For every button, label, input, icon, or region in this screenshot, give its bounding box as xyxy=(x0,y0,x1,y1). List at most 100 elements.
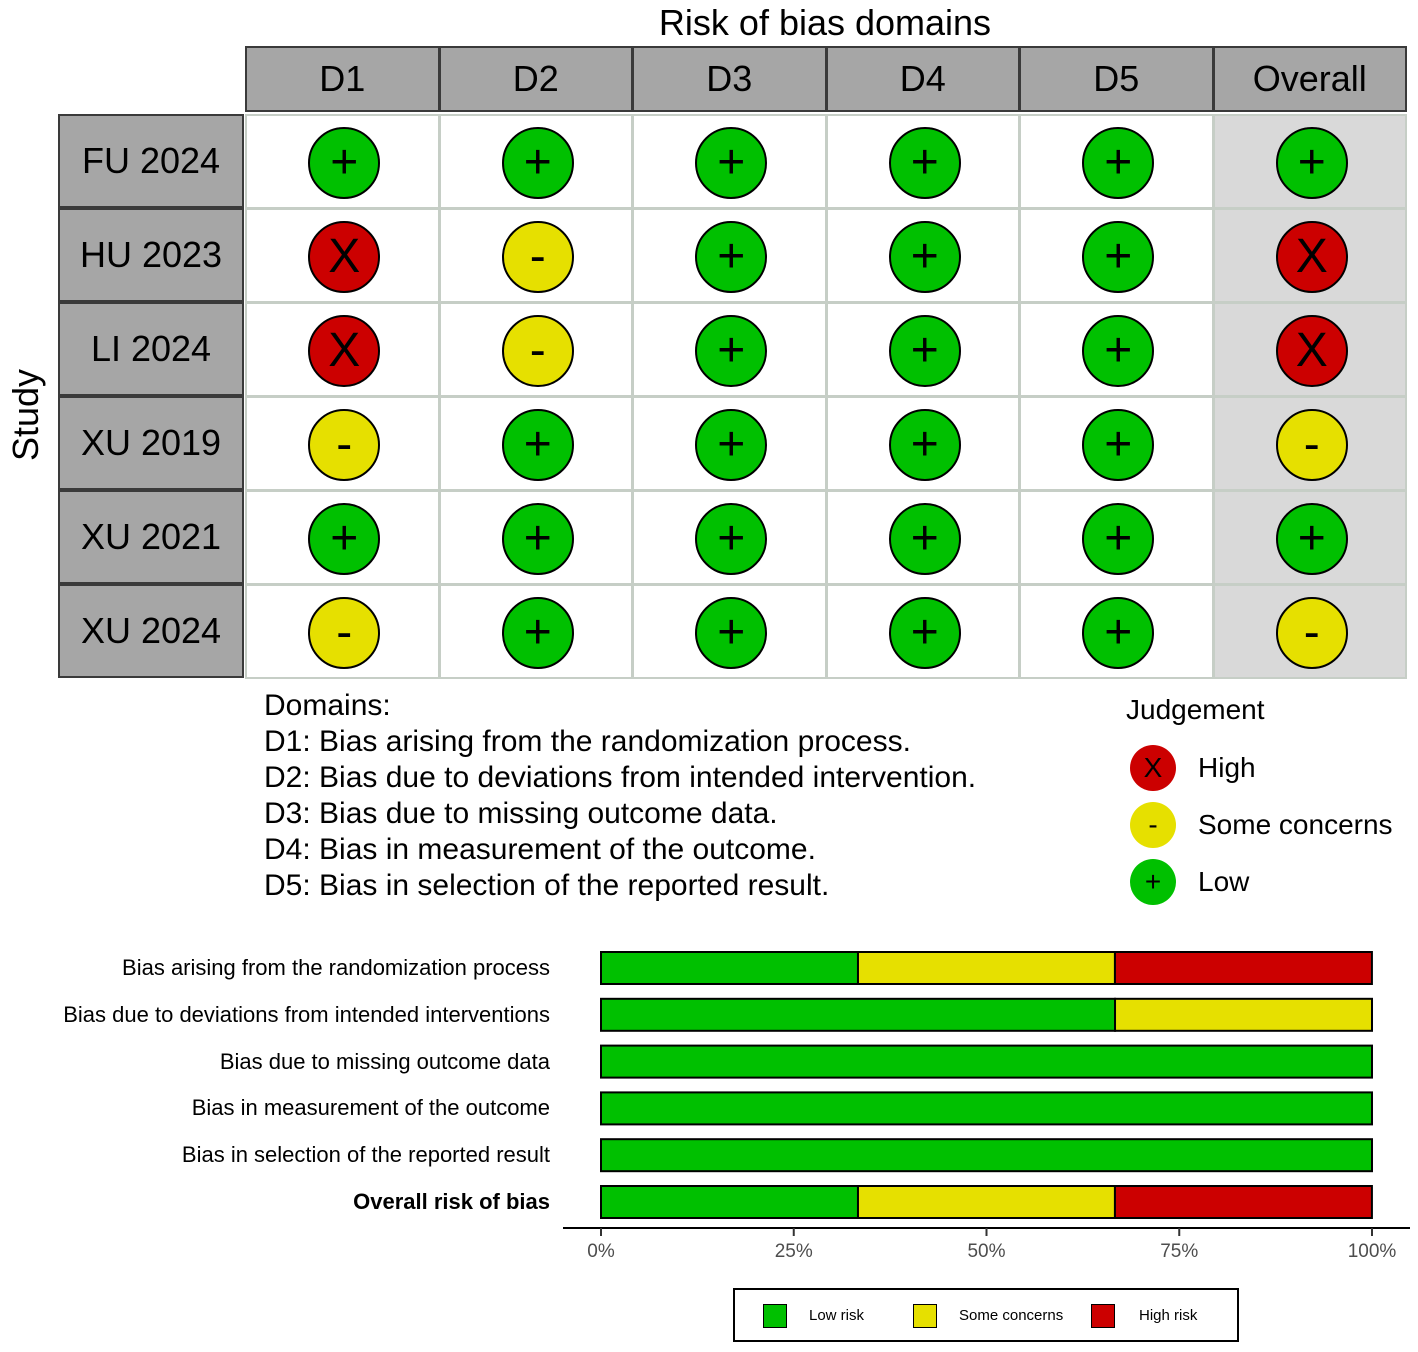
study-label: XU 2024 xyxy=(58,584,244,678)
judgement-cell: X xyxy=(245,302,440,397)
judgement-dot: + xyxy=(695,126,768,199)
judgement-cell: + xyxy=(632,396,827,491)
x-axis-tick-label: 100% xyxy=(1348,1241,1397,1262)
bar-segment xyxy=(600,951,859,985)
judgement-dot: + xyxy=(501,408,574,481)
study-label: FU 2024 xyxy=(58,114,244,208)
study-label: LI 2024 xyxy=(58,302,244,396)
judgement-dot: X xyxy=(308,314,381,387)
judgement-cell: - xyxy=(438,302,633,397)
x-axis-tick-label: 25% xyxy=(775,1241,813,1262)
x-axis-tick-label: 50% xyxy=(967,1241,1005,1262)
chart-title: Risk of bias domains xyxy=(658,2,992,43)
judgement-dot: + xyxy=(308,502,381,575)
judgement-dot: + xyxy=(1275,126,1348,199)
judgement-cell: + xyxy=(825,114,1020,209)
judgement-dot: + xyxy=(1082,502,1155,575)
bar-segment xyxy=(856,951,1116,985)
domain-d5: D5: Bias in selection of the reported re… xyxy=(264,869,830,902)
column-header-d3: D3 xyxy=(632,46,827,112)
judgement-legend-label: Low xyxy=(1198,866,1250,897)
judgement-cell: - xyxy=(1212,584,1407,679)
judgement-dot: + xyxy=(1082,408,1155,481)
judgement-cell: + xyxy=(1019,584,1214,679)
bar-segment xyxy=(1113,951,1373,985)
column-header-d5: D5 xyxy=(1019,46,1214,112)
judgement-dot: + xyxy=(695,314,768,387)
judgement-dot: + xyxy=(1275,502,1348,575)
x-axis-tick-label: 0% xyxy=(587,1241,615,1262)
judgement-cell: X xyxy=(245,208,440,303)
judgement-dot: + xyxy=(1082,314,1155,387)
bar-legend: Low risk Some concerns High risk xyxy=(733,1288,1239,1342)
judgement-legend-item: - Some concerns xyxy=(1130,801,1393,849)
judgement-cell: + xyxy=(632,490,827,585)
bar-segment xyxy=(1113,1185,1373,1219)
bar-category-label: Bias due to missing outcome data xyxy=(219,1048,550,1074)
bar-category-label: Bias in selection of the reported result xyxy=(181,1142,550,1168)
judgement-dot: + xyxy=(888,314,961,387)
judgement-dot: + xyxy=(308,126,381,199)
judgement-dot: + xyxy=(888,220,961,293)
judgement-cell: + xyxy=(1019,396,1214,491)
domain-d2: D2: Bias due to deviations from intended… xyxy=(264,761,977,794)
judgement-dot: + xyxy=(501,596,574,669)
bar-category-label: Bias arising from the randomization proc… xyxy=(122,955,550,980)
judgement-dot: + xyxy=(888,596,961,669)
judgement-dot: + xyxy=(888,126,961,199)
judgement-legend-label: High xyxy=(1198,752,1256,783)
bar-category-label: Overall risk of bias xyxy=(353,1189,550,1214)
legend-label-high: High risk xyxy=(1139,1307,1198,1324)
judgement-legend-item: + Low xyxy=(1130,858,1249,906)
judgement-dot: - xyxy=(308,596,381,669)
judgement-dot: + xyxy=(501,502,574,575)
judgement-dot: + xyxy=(888,408,961,481)
legend-swatch-some xyxy=(913,1304,937,1328)
column-header-overall: Overall xyxy=(1212,46,1407,112)
domains-heading: Domains: xyxy=(264,689,391,722)
legend-swatch-low xyxy=(763,1304,787,1328)
bar-category-label: Bias in measurement of the outcome xyxy=(191,1095,550,1121)
legend-swatch-high xyxy=(1091,1304,1115,1328)
judgement-cell: + xyxy=(825,302,1020,397)
judgement-dot: + xyxy=(695,596,768,669)
bar-segment xyxy=(600,997,1117,1032)
judgement-cell: + xyxy=(438,396,633,491)
bar-segment xyxy=(1114,997,1374,1032)
judgement-dot: + xyxy=(1082,126,1155,199)
judgement-cell: + xyxy=(632,208,827,303)
judgement-cell: + xyxy=(632,114,827,209)
judgement-cell: - xyxy=(1212,396,1407,491)
judgement-legend-item: X High xyxy=(1130,744,1256,792)
domain-d1: D1: Bias arising from the randomization … xyxy=(264,725,911,758)
bar-category-label: Bias due to deviations from intended int… xyxy=(63,1001,550,1027)
judgement-dot: X xyxy=(1275,314,1348,387)
judgement-cell: + xyxy=(1019,208,1214,303)
bar-segment xyxy=(600,1044,1373,1079)
bar-segment xyxy=(600,1091,1373,1126)
bar-segment xyxy=(856,1185,1116,1219)
judgement-cell: X xyxy=(1212,208,1407,303)
legend-label-low: Low risk xyxy=(809,1307,865,1324)
judgement-cell: + xyxy=(632,584,827,679)
column-header-d4: D4 xyxy=(825,46,1020,112)
judgement-cell: + xyxy=(1019,302,1214,397)
judgement-legend-dot: + xyxy=(1130,859,1176,905)
judgement-cell: + xyxy=(438,114,633,209)
judgement-dot: + xyxy=(1082,220,1155,293)
judgement-dot: - xyxy=(1275,596,1348,669)
judgement-dot: X xyxy=(308,220,381,293)
judgement-dot: + xyxy=(695,220,768,293)
judgement-dot: + xyxy=(1082,596,1155,669)
judgement-dot: X xyxy=(1275,220,1348,293)
judgement-cell: + xyxy=(825,584,1020,679)
judgement-cell: + xyxy=(1019,490,1214,585)
judgement-legend-title: Judgement xyxy=(1126,694,1265,725)
judgement-dot: - xyxy=(501,220,574,293)
judgement-legend-label: Some concerns xyxy=(1198,809,1393,840)
judgement-cell: + xyxy=(245,490,440,585)
bar-segment xyxy=(600,1138,1373,1173)
domains-list: Domains: D1: Bias arising from the rando… xyxy=(264,688,976,904)
judgement-dot: + xyxy=(501,126,574,199)
